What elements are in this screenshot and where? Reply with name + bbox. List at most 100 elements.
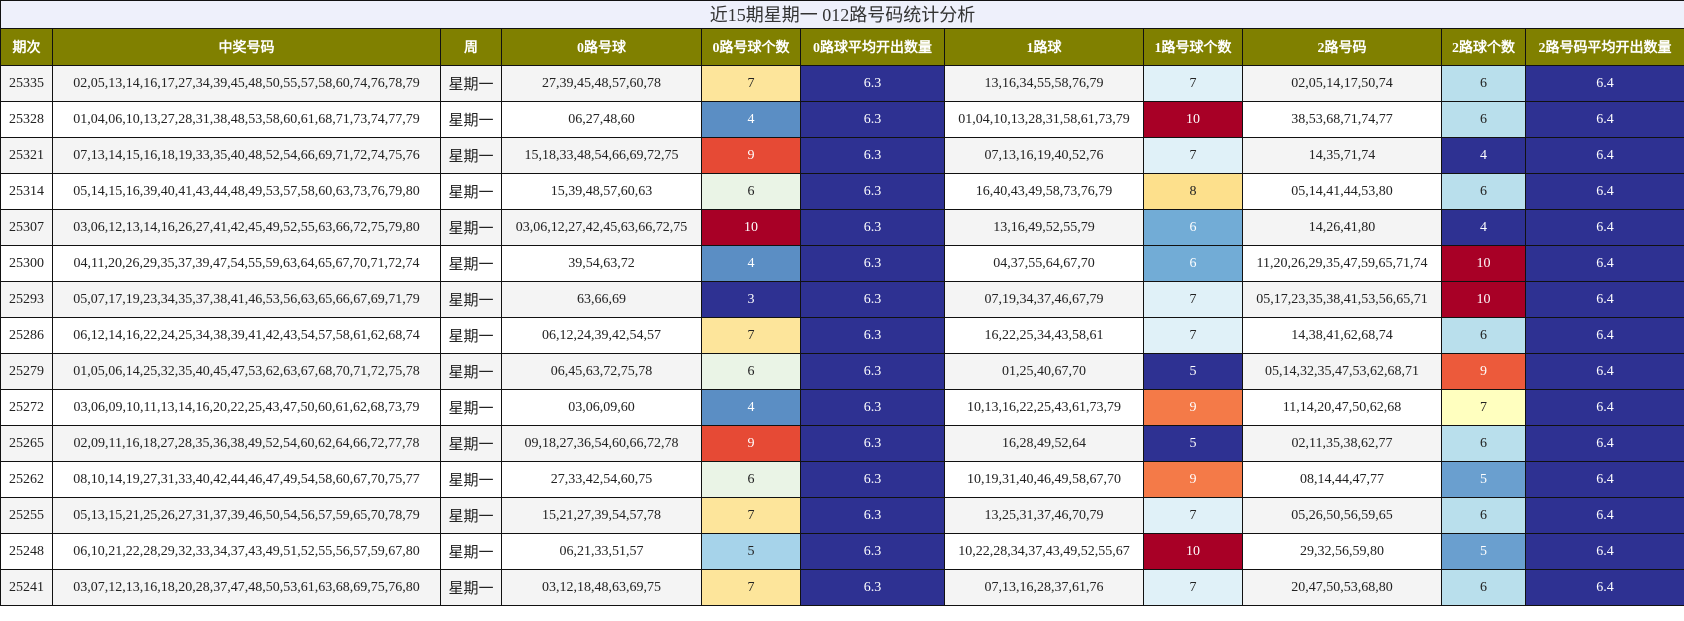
- cell-route1-balls: 16,28,49,52,64: [944, 425, 1144, 462]
- cell-route1-balls: 13,16,34,55,58,76,79: [944, 65, 1144, 102]
- cell-route2-avg: 6.4: [1525, 209, 1684, 246]
- cell-route1-count: 10: [1143, 533, 1243, 570]
- cell-route0-count: 4: [701, 245, 801, 282]
- cell-route0-count: 9: [701, 425, 801, 462]
- header-route1-balls: 1路球: [944, 28, 1144, 66]
- header-numbers: 中奖号码: [52, 28, 441, 66]
- table-body: 25335 02,05,13,14,16,17,27,34,39,45,48,50…: [0, 65, 1684, 606]
- cell-route2-count: 5: [1441, 461, 1526, 498]
- cell-route2-count: 4: [1441, 209, 1526, 246]
- cell-week: 星期一: [440, 461, 502, 498]
- cell-route0-balls: 15,39,48,57,60,63: [501, 173, 702, 210]
- cell-winning-numbers: 05,14,15,16,39,40,41,43,44,48,49,53,57,5…: [52, 173, 441, 210]
- cell-route0-avg: 6.3: [800, 317, 945, 354]
- cell-route1-count: 5: [1143, 425, 1243, 462]
- cell-issue: 25241: [0, 569, 53, 606]
- header-route0-avg: 0路球平均开出数量: [800, 28, 945, 66]
- cell-winning-numbers: 03,06,09,10,11,13,14,16,20,22,25,43,47,5…: [52, 389, 441, 426]
- table-row: 25307 03,06,12,13,14,16,26,27,41,42,45,49…: [0, 209, 1684, 246]
- table-row: 25286 06,12,14,16,22,24,25,34,38,39,41,42…: [0, 317, 1684, 354]
- cell-route1-balls: 04,37,55,64,67,70: [944, 245, 1144, 282]
- cell-route2-avg: 6.4: [1525, 137, 1684, 174]
- cell-route0-avg: 6.3: [800, 209, 945, 246]
- cell-route1-count: 8: [1143, 173, 1243, 210]
- header-issue: 期次: [0, 28, 53, 66]
- cell-route2-avg: 6.4: [1525, 389, 1684, 426]
- cell-route2-avg: 6.4: [1525, 101, 1684, 138]
- cell-winning-numbers: 05,13,15,21,25,26,27,31,37,39,46,50,54,5…: [52, 497, 441, 534]
- cell-route1-balls: 10,13,16,22,25,43,61,73,79: [944, 389, 1144, 426]
- cell-route0-avg: 6.3: [800, 389, 945, 426]
- cell-route2-balls: 11,14,20,47,50,62,68: [1242, 389, 1442, 426]
- cell-week: 星期一: [440, 173, 502, 210]
- cell-winning-numbers: 02,09,11,16,18,27,28,35,36,38,49,52,54,6…: [52, 425, 441, 462]
- cell-route2-count: 6: [1441, 173, 1526, 210]
- cell-issue: 25286: [0, 317, 53, 354]
- cell-route2-count: 4: [1441, 137, 1526, 174]
- header-row: 期次 中奖号码 周 0路号球 0路号球个数 0路球平均开出数量 1路球 1路号球…: [0, 28, 1684, 66]
- cell-route2-balls: 05,14,32,35,47,53,62,68,71: [1242, 353, 1442, 390]
- cell-route1-balls: 07,13,16,28,37,61,76: [944, 569, 1144, 606]
- cell-route1-count: 6: [1143, 245, 1243, 282]
- cell-route1-count: 5: [1143, 353, 1243, 390]
- cell-route0-avg: 6.3: [800, 353, 945, 390]
- cell-route0-avg: 6.3: [800, 281, 945, 318]
- cell-route2-avg: 6.4: [1525, 569, 1684, 606]
- cell-week: 星期一: [440, 425, 502, 462]
- cell-week: 星期一: [440, 353, 502, 390]
- cell-route2-balls: 08,14,44,47,77: [1242, 461, 1442, 498]
- cell-route2-balls: 14,26,41,80: [1242, 209, 1442, 246]
- cell-route2-avg: 6.4: [1525, 245, 1684, 282]
- cell-route0-balls: 15,18,33,48,54,66,69,72,75: [501, 137, 702, 174]
- cell-issue: 25279: [0, 353, 53, 390]
- cell-route2-avg: 6.4: [1525, 281, 1684, 318]
- cell-route0-avg: 6.3: [800, 461, 945, 498]
- table-row: 25300 04,11,20,26,29,35,37,39,47,54,55,59…: [0, 245, 1684, 282]
- cell-route0-balls: 63,66,69: [501, 281, 702, 318]
- cell-week: 星期一: [440, 245, 502, 282]
- table-row: 25262 08,10,14,19,27,31,33,40,42,44,46,47…: [0, 461, 1684, 498]
- cell-route2-count: 6: [1441, 425, 1526, 462]
- cell-issue: 25248: [0, 533, 53, 570]
- cell-route2-count: 6: [1441, 317, 1526, 354]
- cell-route2-balls: 11,20,26,29,35,47,59,65,71,74: [1242, 245, 1442, 282]
- cell-route2-avg: 6.4: [1525, 317, 1684, 354]
- cell-route2-count: 6: [1441, 569, 1526, 606]
- cell-route0-balls: 03,06,09,60: [501, 389, 702, 426]
- cell-issue: 25300: [0, 245, 53, 282]
- cell-issue: 25307: [0, 209, 53, 246]
- cell-issue: 25335: [0, 65, 53, 102]
- cell-route1-count: 7: [1143, 137, 1243, 174]
- cell-route2-balls: 14,38,41,62,68,74: [1242, 317, 1442, 354]
- cell-winning-numbers: 06,12,14,16,22,24,25,34,38,39,41,42,43,5…: [52, 317, 441, 354]
- cell-route2-count: 6: [1441, 101, 1526, 138]
- table-row: 25279 01,05,06,14,25,32,35,40,45,47,53,62…: [0, 353, 1684, 390]
- cell-route0-balls: 27,33,42,54,60,75: [501, 461, 702, 498]
- cell-route1-balls: 10,22,28,34,37,43,49,52,55,67: [944, 533, 1144, 570]
- cell-route1-count: 7: [1143, 281, 1243, 318]
- cell-route1-count: 9: [1143, 389, 1243, 426]
- cell-week: 星期一: [440, 137, 502, 174]
- cell-route2-avg: 6.4: [1525, 461, 1684, 498]
- cell-route0-avg: 6.3: [800, 101, 945, 138]
- cell-route1-balls: 10,19,31,40,46,49,58,67,70: [944, 461, 1144, 498]
- cell-winning-numbers: 06,10,21,22,28,29,32,33,34,37,43,49,51,5…: [52, 533, 441, 570]
- header-route0-balls: 0路号球: [501, 28, 702, 66]
- cell-route2-count: 7: [1441, 389, 1526, 426]
- cell-route0-balls: 06,45,63,72,75,78: [501, 353, 702, 390]
- table-row: 25265 02,09,11,16,18,27,28,35,36,38,49,52…: [0, 425, 1684, 462]
- cell-route0-avg: 6.3: [800, 533, 945, 570]
- header-route0-count: 0路号球个数: [701, 28, 801, 66]
- cell-route2-count: 9: [1441, 353, 1526, 390]
- table-row: 25255 05,13,15,21,25,26,27,31,37,39,46,50…: [0, 497, 1684, 534]
- cell-week: 星期一: [440, 533, 502, 570]
- cell-route2-count: 10: [1441, 245, 1526, 282]
- cell-route2-balls: 05,26,50,56,59,65: [1242, 497, 1442, 534]
- table-row: 25248 06,10,21,22,28,29,32,33,34,37,43,49…: [0, 533, 1684, 570]
- cell-route1-count: 9: [1143, 461, 1243, 498]
- cell-route2-count: 6: [1441, 65, 1526, 102]
- cell-route0-avg: 6.3: [800, 173, 945, 210]
- cell-route1-count: 7: [1143, 317, 1243, 354]
- cell-route2-avg: 6.4: [1525, 533, 1684, 570]
- cell-week: 星期一: [440, 389, 502, 426]
